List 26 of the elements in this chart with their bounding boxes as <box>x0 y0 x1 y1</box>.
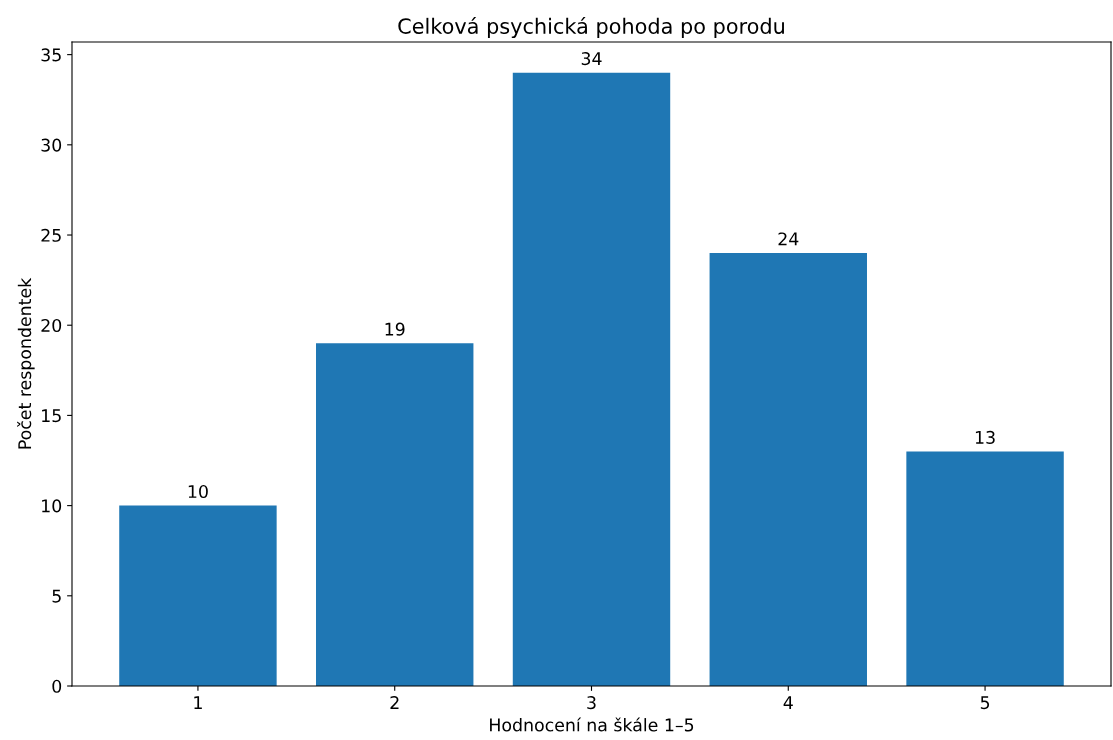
x-tick-label: 2 <box>390 696 399 709</box>
x-tick-label: 3 <box>587 696 596 710</box>
y-tick-label: 0 <box>52 679 62 693</box>
x-axis-title: Hodnocení na škále 1–5 <box>490 717 694 732</box>
data-label: 13 <box>975 430 995 444</box>
bar <box>709 253 867 686</box>
data-label: 34 <box>581 52 602 66</box>
y-tick-label: 10 <box>42 499 62 513</box>
chart-title: Celková psychická pohoda po porodu <box>398 17 784 38</box>
y-tick-label: 5 <box>52 589 61 603</box>
bar <box>316 343 474 686</box>
y-tick-label: 25 <box>41 228 61 242</box>
bar <box>512 72 671 686</box>
x-tick-label: 5 <box>980 696 990 710</box>
y-axis-title: Počet respondentek <box>17 277 35 449</box>
data-label: 19 <box>385 322 405 336</box>
y-tick-label: 15 <box>42 409 61 423</box>
y-tick-label: 30 <box>41 138 62 152</box>
y-tick-label: 35 <box>41 48 61 62</box>
data-label: 24 <box>778 232 799 246</box>
x-tick-label: 4 <box>783 696 793 709</box>
bar <box>906 451 1064 686</box>
data-label: 10 <box>188 484 208 499</box>
bar <box>119 505 277 686</box>
x-tick-label: 1 <box>194 696 202 709</box>
y-tick-label: 20 <box>41 318 62 333</box>
